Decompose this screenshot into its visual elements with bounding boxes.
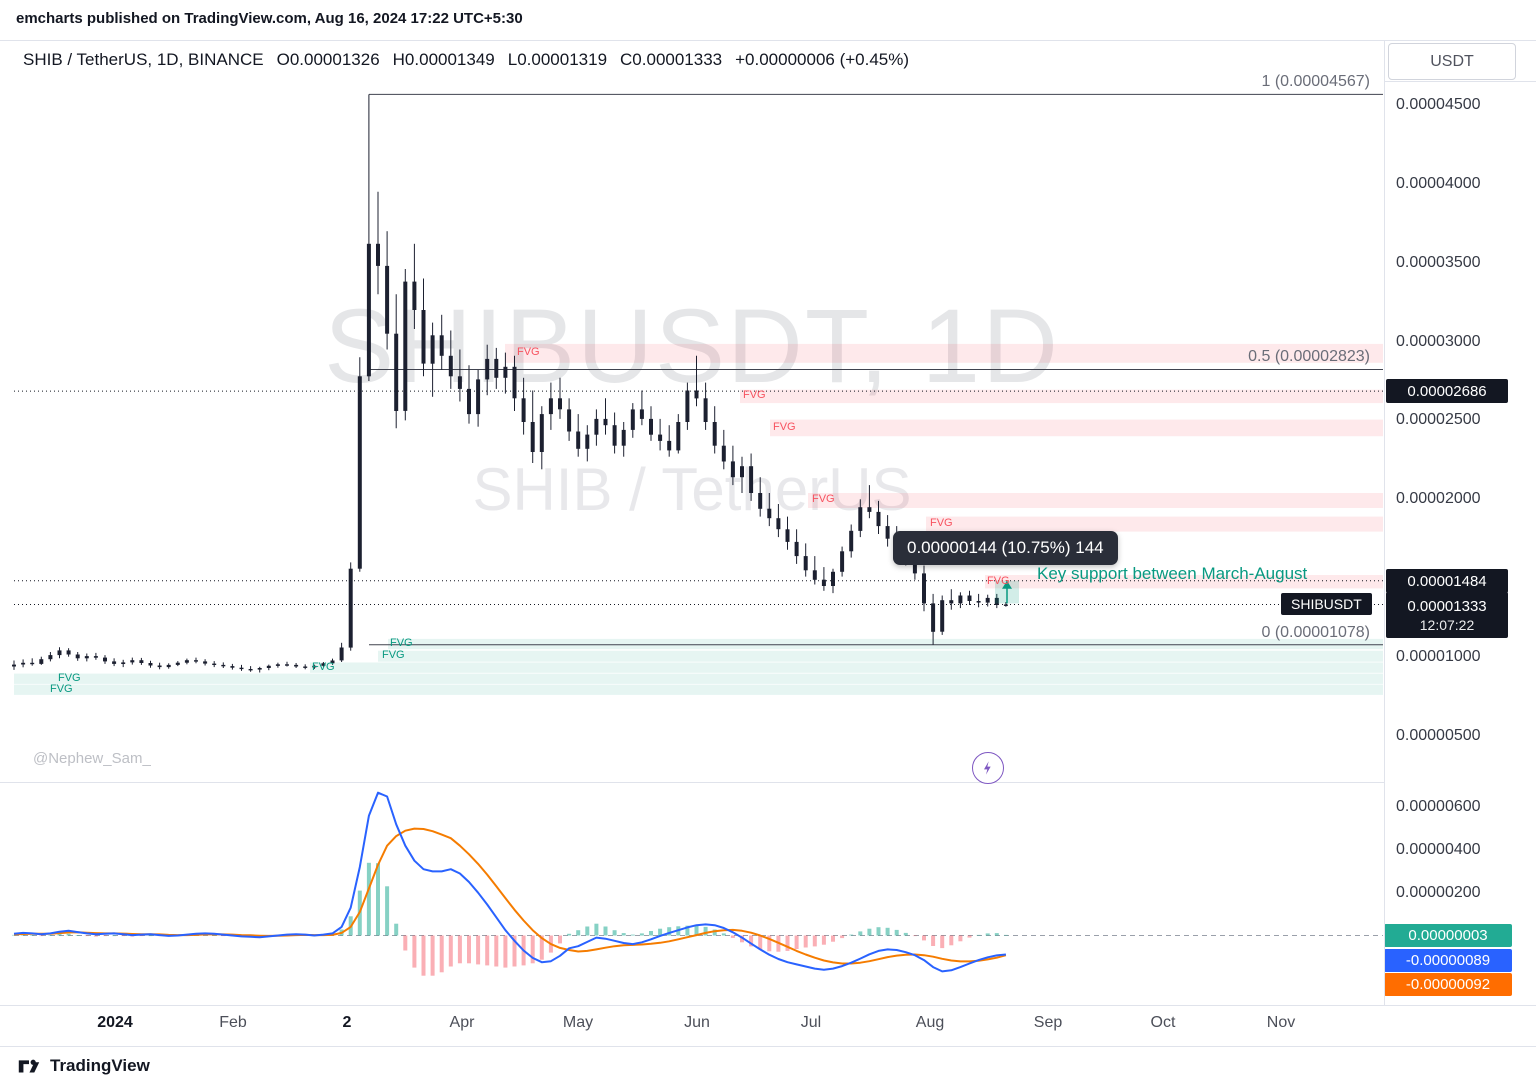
tradingview-footer[interactable]: TradingView: [16, 1053, 150, 1079]
footer-divider: [0, 1046, 1536, 1047]
indicator-value-badge: 0.00000003: [1384, 924, 1512, 947]
fvg-zone-label: FVG: [930, 517, 953, 529]
candles: [12, 94, 1008, 673]
ohlc-high: H0.00001349: [392, 50, 495, 69]
fib-level-label: 0.5 (0.00002823): [1248, 348, 1370, 365]
time-axis-label: Apr: [449, 1014, 475, 1031]
fvg-zone-label: FVG: [58, 672, 81, 684]
fib-retracement[interactable]: [369, 93, 1383, 646]
time-axis-label: 2024: [97, 1014, 133, 1031]
time-axis-label: Oct: [1150, 1014, 1176, 1031]
pane-divider[interactable]: [0, 782, 1384, 783]
axis-toolbar-divider: [1384, 81, 1536, 82]
quick-action-button[interactable]: [972, 752, 1004, 784]
indicator-value-badge: -0.00000089: [1384, 949, 1512, 972]
symbol-header: SHIB / TetherUS, 1D, BINANCE O0.00001326…: [23, 50, 909, 70]
time-axis-label: Jun: [684, 1014, 710, 1031]
price-level-badge: 0.00002686: [1386, 379, 1508, 403]
fvg-zones: [14, 343, 1383, 695]
time-axis-label: Jul: [800, 1014, 822, 1031]
watermark-symbol: SHIBUSDT, 1D: [0, 287, 1384, 407]
ohlc-close: C0.00001333: [620, 50, 723, 69]
ohlc-open: O0.00001326: [276, 50, 380, 69]
current-price-badge: 0.00001333 12:07:22: [1386, 592, 1508, 638]
fvg-zone-label: FVG: [517, 346, 540, 358]
time-axis-label: Nov: [1266, 1014, 1296, 1031]
price-level-badge: 0.00001484: [1386, 569, 1508, 593]
price-change: +0.00000006 (+0.45%): [735, 50, 910, 69]
fvg-zone-label: FVG: [812, 493, 835, 505]
macd-indicator: [12, 791, 1383, 976]
macd-line: [13, 791, 1006, 973]
fvg-zone-label: FVG: [390, 637, 413, 649]
fvg-zone-label: FVG: [773, 421, 796, 433]
fib-level-label: 1 (0.00004567): [1261, 73, 1370, 90]
price-axis-label: 0.00001000: [1396, 648, 1481, 665]
price-axis-label: 0.00004000: [1396, 175, 1481, 192]
fvg-zone-label: FVG: [743, 389, 766, 401]
price-axis-label: 0.00004500: [1396, 96, 1481, 113]
fvg-zone-label: FVG: [312, 661, 335, 673]
measurement-tooltip: 0.00000144 (10.75%) 144: [893, 531, 1118, 565]
price-axis-label: 0.00000500: [1396, 727, 1481, 744]
ohlc-low: L0.00001319: [507, 50, 608, 69]
fvg-zone-label: FVG: [50, 683, 73, 695]
support-note-text[interactable]: Key support between March-August: [1037, 564, 1308, 583]
time-axis-label: Sep: [1033, 1014, 1063, 1031]
time-axis-label: Aug: [915, 1014, 945, 1031]
bar-countdown: 12:07:22: [1419, 616, 1475, 633]
time-axis-label: Feb: [219, 1014, 247, 1031]
price-axis-label: 0.00002500: [1396, 411, 1481, 428]
fib-level-label: 0 (0.00001078): [1261, 624, 1370, 641]
header-divider: [0, 40, 1536, 41]
indicator-axis-label: 0.00000200: [1396, 884, 1481, 901]
watermark-name: SHIB / TetherUS: [472, 456, 912, 523]
current-price: 0.00001333: [1407, 597, 1487, 615]
brand-name: TradingView: [50, 1056, 150, 1075]
fvg-zone-label: FVG: [382, 649, 405, 661]
price-range-measurement: [995, 580, 1019, 604]
time-axis-label: May: [562, 1014, 594, 1031]
symbol-title[interactable]: SHIB / TetherUS, 1D, BINANCE: [23, 50, 264, 69]
lightning-icon: [980, 760, 996, 776]
indicator-value-badge: -0.00000092: [1384, 973, 1512, 996]
price-axis-divider: [1384, 40, 1385, 1005]
fvg-zone-label: FVG: [987, 575, 1010, 587]
currency-toggle-button[interactable]: USDT: [1388, 43, 1516, 80]
tradingview-logo-icon: [16, 1053, 42, 1079]
indicator-axis-label: 0.00000600: [1396, 798, 1481, 815]
publish-note: emcharts published on TradingView.com, A…: [16, 10, 523, 27]
time-axis-divider: [0, 1005, 1536, 1006]
indicator-axis-label: 0.00000400: [1396, 841, 1481, 858]
price-line-symbol-tag: SHIBUSDT: [1281, 593, 1372, 615]
price-axis-label: 0.00003000: [1396, 333, 1481, 350]
price-axis-label: 0.00002000: [1396, 490, 1481, 507]
price-axis-label: 0.00003500: [1396, 254, 1481, 271]
author-watermark: @Nephew_Sam_: [33, 750, 151, 767]
time-axis-label: 2: [342, 1014, 352, 1031]
